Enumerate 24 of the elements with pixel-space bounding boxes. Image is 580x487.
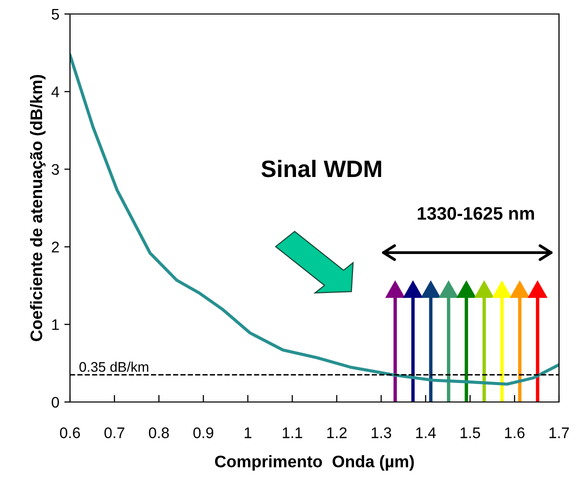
y-axis-title: Coeficiente de atenuação (dB/km) [30, 74, 46, 342]
x-tick-label: 1.6 [505, 427, 524, 438]
ref-line-label: 0.35 dB/km [79, 362, 148, 372]
y-tick-label: 1 [52, 319, 59, 330]
line-series [70, 54, 559, 386]
x-axis-title: Comprimento Onda (µm) [215, 455, 414, 471]
y-tick-label: 4 [51, 86, 60, 98]
x-tick-label: 0.8 [148, 427, 169, 438]
x-tick-label: 1.3 [372, 427, 392, 438]
x-tick-label: 1.5 [460, 428, 480, 438]
annotation: 1330-1625 nm [418, 207, 534, 220]
y-tick-label: 3 [52, 164, 59, 175]
x-tick-label: 0.9 [193, 427, 214, 438]
x-tick-label: 1 [244, 428, 252, 438]
x-tick-label: 0.7 [104, 427, 124, 438]
x-tick-label: 1.2 [327, 427, 347, 438]
y-tick-label: 2 [52, 242, 59, 252]
x-tick-label: 1.4 [416, 428, 436, 438]
y-tick-label: 5 [52, 9, 59, 20]
x-tick-label: 0.6 [60, 427, 80, 438]
x-tick-label: 1.7 [550, 428, 569, 438]
y-tick-label: 0 [52, 396, 59, 408]
annotation: Sinal WDM [261, 160, 382, 178]
x-tick-label: 1.1 [282, 428, 302, 438]
